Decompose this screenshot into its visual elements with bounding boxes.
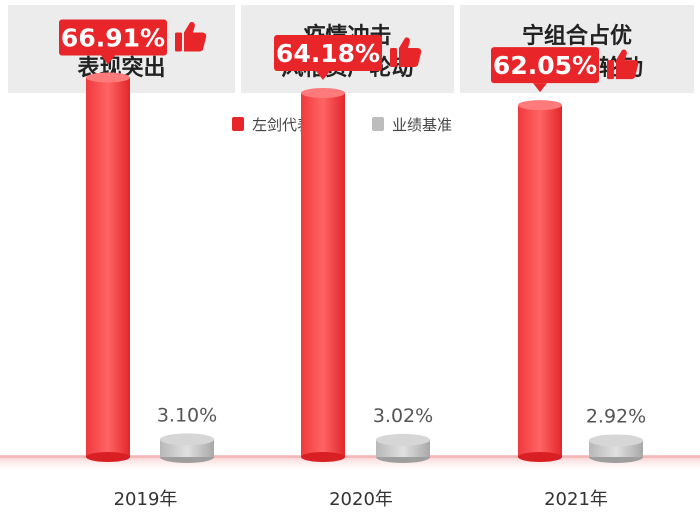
thumb-cuff <box>175 32 182 52</box>
bar-cap <box>301 88 345 99</box>
bar-primary-3: 62.05% <box>491 47 639 462</box>
thumb-cuff <box>390 48 397 68</box>
bar-benchmark-2: 3.02% <box>373 405 433 463</box>
callout-box <box>274 35 382 72</box>
x-tick-label: 2020年 <box>329 489 393 510</box>
disk-cap <box>589 434 643 447</box>
bar-benchmark-3: 2.92% <box>586 405 646 463</box>
panel-title-line: 宁组合占优 <box>522 23 632 49</box>
bar-base <box>86 452 130 462</box>
bar-body <box>518 105 562 457</box>
callout-pointer <box>101 55 115 65</box>
callout-pointer <box>316 71 330 81</box>
data-label-text: 64.18% <box>276 39 380 68</box>
legend-swatch-benchmark <box>372 117 384 131</box>
thumbs-up-icon <box>390 37 422 68</box>
x-tick-label: 2021年 <box>544 489 608 510</box>
x-tick-label: 2019年 <box>114 489 178 510</box>
thumb-hand <box>616 49 639 80</box>
bar-primary-1: 66.91% <box>59 19 207 462</box>
disk-cap <box>376 433 430 446</box>
bar-base <box>518 452 562 462</box>
legend-swatch-primary <box>232 117 244 131</box>
bar-cap <box>518 100 562 111</box>
callout-box <box>491 47 599 84</box>
callout-pointer <box>533 83 547 93</box>
data-label-primary: 64.18% <box>274 35 382 81</box>
data-label-benchmark: 3.10% <box>157 404 217 426</box>
callout-box <box>59 19 167 56</box>
bar-primary-2: 64.18% <box>274 35 422 462</box>
bar-base <box>301 452 345 462</box>
thumbs-up-icon <box>607 49 639 80</box>
thumb-hand <box>184 21 207 52</box>
legend-label-benchmark: 业绩基准 <box>392 116 452 134</box>
bar-benchmark-1: 3.10% <box>157 404 217 463</box>
disk-cap <box>160 433 214 446</box>
thumb-cuff <box>607 60 614 80</box>
data-label-benchmark: 2.92% <box>586 405 646 427</box>
data-label-benchmark: 3.02% <box>373 405 433 427</box>
data-label-primary: 66.91% <box>59 19 167 65</box>
data-label-primary: 62.05% <box>491 47 599 93</box>
bar-body <box>86 77 130 457</box>
data-label-text: 62.05% <box>493 51 597 80</box>
thumb-hand <box>399 37 422 68</box>
thumbs-up-icon <box>175 21 207 52</box>
bar-body <box>301 93 345 457</box>
data-label-text: 66.91% <box>61 24 165 53</box>
bar-cap <box>86 72 130 83</box>
